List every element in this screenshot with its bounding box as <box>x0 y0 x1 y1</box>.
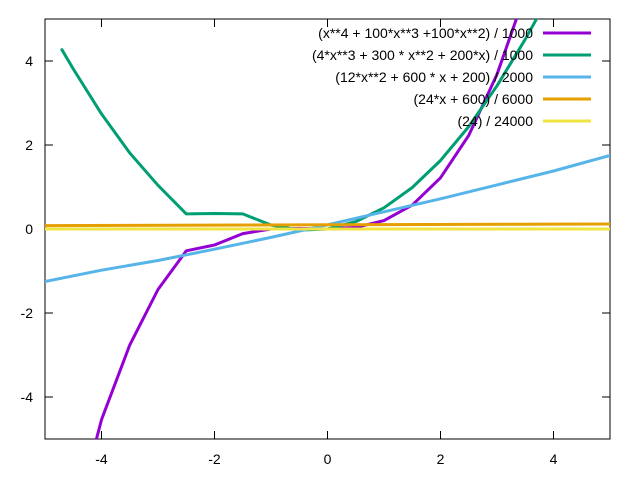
legend: (x**4 + 100*x**3 +100*x**2) / 1000 (4*x**… <box>312 25 591 129</box>
legend-label-1: (4*x**3 + 300 * x**2 + 200*x) / 1000 <box>312 47 533 63</box>
legend-label-2: (12*x**2 + 600 * x + 200) / 2000 <box>335 69 533 85</box>
x-tick-label: 0 <box>324 451 332 467</box>
series-line-2 <box>45 154 610 283</box>
x-tick-label: -2 <box>208 451 221 467</box>
x-tick-label: -4 <box>95 451 108 467</box>
x-tick-label: 4 <box>550 451 558 467</box>
legend-label-4: (24) / 24000 <box>458 113 534 129</box>
x-tick-label: 2 <box>437 451 445 467</box>
y-tick-label: 2 <box>25 137 33 153</box>
legend-label-0: (x**4 + 100*x**3 +100*x**2) / 1000 <box>318 25 533 41</box>
y-tick-label: 4 <box>25 53 33 69</box>
axis-ticks: -4 -2 0 2 4 -4 -2 0 2 4 <box>21 19 610 467</box>
y-tick-label: -2 <box>21 305 34 321</box>
series-layer <box>45 19 610 439</box>
y-tick-label: 0 <box>25 221 33 237</box>
series-line-3 <box>45 222 610 228</box>
y-tick-label: -4 <box>21 389 34 405</box>
legend-label-3: (24*x + 600) / 6000 <box>414 91 534 107</box>
